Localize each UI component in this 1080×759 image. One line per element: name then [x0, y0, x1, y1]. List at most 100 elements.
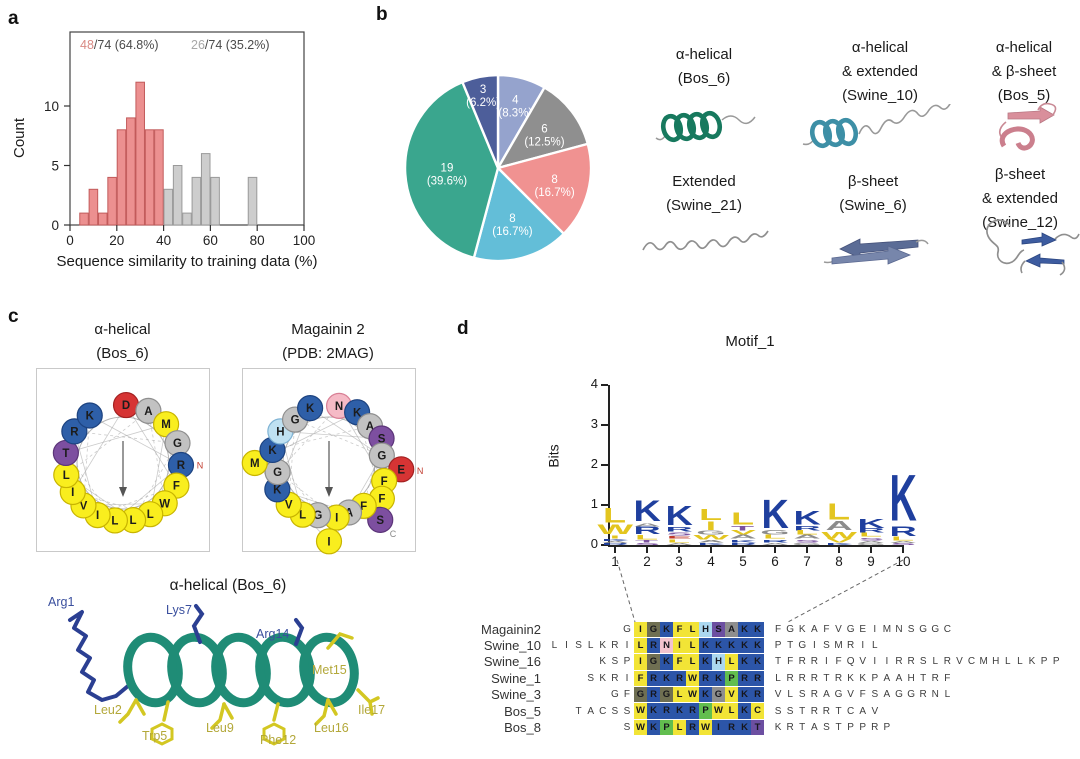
alignment-row: Bos_8 S W K P L R W I R K T K R T A S T P P R P [455, 719, 1075, 736]
phe12-ring [262, 722, 286, 746]
logo-y-tick-label: 3 [590, 416, 598, 431]
logo-letter-glyph: S [890, 542, 916, 546]
alignment-residue: G [919, 623, 928, 635]
structure-title-swine6: β-sheet (Swine_6) [839, 173, 907, 214]
logo-letter: S [856, 537, 886, 541]
alignment-residue: R [810, 689, 818, 701]
x-tick-label: 20 [109, 233, 124, 248]
logo-letter-glyph: L [827, 499, 851, 525]
structure-title-swine10: α-helical & extended (Swine_10) [842, 39, 918, 104]
alignment-residue: S [575, 640, 582, 652]
pie-slice [496, 86, 589, 170]
alignment-cell: K [751, 654, 764, 670]
logo-letter-glyph: L [635, 534, 659, 542]
wheel-residue-letter: G [313, 510, 322, 522]
alignment-residue: S [907, 623, 915, 635]
alignment-cell: K [647, 719, 660, 736]
leu16-branch [326, 698, 338, 716]
logo-y-tick-label: 0 [590, 536, 598, 551]
logo-y-tick [601, 504, 608, 506]
logo-x-tick [678, 546, 680, 553]
alignment-residue: T [835, 705, 842, 717]
histogram-bar [191, 176, 202, 226]
alignment-residue: A [810, 722, 818, 734]
x-tick-label: 80 [250, 233, 265, 248]
alignment-residue: L [872, 640, 878, 652]
logo-letter: L [792, 530, 822, 536]
alignment-cell: R [751, 687, 764, 703]
alignment-cell: R [738, 670, 751, 687]
pie-slice [461, 73, 500, 170]
logo-letter: L [600, 504, 630, 525]
wheel-residue-letter: G [173, 438, 182, 450]
alignment-residue: V [835, 623, 842, 635]
alignment-cell: F [673, 654, 686, 670]
alignment-cell: R [725, 719, 738, 736]
wheel-residue-letter: K [353, 407, 362, 419]
arrowhead [325, 487, 333, 497]
logo-letter-glyph: K [793, 507, 821, 529]
alignment-residue: R [846, 640, 855, 652]
alignment-residue: T [787, 640, 794, 652]
histogram-bar [210, 176, 220, 226]
similarity-histogram: 0 20 40 60 80 100 0 5 10 Sequence similarity to t… [11, 31, 318, 270]
alignment-residue: A [587, 705, 594, 717]
logo-letter: R [600, 542, 630, 546]
alignment-residue: M [882, 623, 892, 635]
wheel-residue-letter: H [276, 426, 284, 438]
logo-letter-glyph: K [633, 494, 661, 528]
alignment-cell: R [660, 703, 673, 719]
histogram-bar [182, 212, 192, 226]
alignment-residue: G [931, 623, 940, 635]
alignment-residue: T [920, 672, 927, 684]
alignment-cell: H [712, 654, 725, 670]
logo-letter-glyph: R [601, 542, 629, 546]
logo-x-tick-label: 8 [835, 554, 843, 569]
logo-letter-glyph: K [697, 542, 725, 546]
logo-y-tick-label: 2 [590, 456, 598, 471]
logo-letter: K [632, 494, 662, 528]
alignment-cell: W [634, 703, 647, 719]
histogram-bar [172, 165, 183, 226]
alignment-cell: R [686, 719, 699, 736]
histogram-bar [154, 129, 164, 226]
alignment-cell: R [673, 670, 686, 687]
residue-label-met15: Met15 [312, 663, 347, 677]
alignment-cell: P [660, 719, 673, 736]
alignment-residue: G [895, 689, 903, 701]
alignment-residue: P [847, 722, 854, 734]
alignment-cell: K [699, 654, 712, 670]
alignment-residue: K [798, 623, 806, 635]
wheel-residue-letter: K [86, 410, 95, 422]
alignment-residue: K [599, 672, 607, 684]
structure3d-title: α-helical (Bos_6) [170, 577, 287, 594]
alignment-residue: T [823, 672, 830, 684]
histogram-bar [116, 129, 127, 226]
wheel-residue-letter: I [335, 513, 338, 525]
alignment-residue: I [565, 640, 568, 652]
logo-letter-glyph: A [601, 540, 629, 544]
logo-letter-glyph: A [793, 534, 821, 541]
sheet-extended-structure-image [986, 219, 1080, 276]
alignment-cell: G [712, 687, 725, 703]
alignment-row-name: Magainin2 [481, 621, 541, 637]
logo-x-tick [902, 546, 904, 553]
alignment-residue: A [823, 689, 830, 701]
x-axis-label: Sequence similarity to training data (%) [57, 253, 318, 270]
sheet-blue-structure-image [823, 238, 929, 265]
histogram-bar [135, 81, 145, 226]
motif-title: Motif_1 [725, 333, 775, 350]
logo-letter-glyph: G [760, 529, 790, 537]
alignment-residue: C [846, 705, 855, 717]
logo-letter-glyph: E [666, 535, 692, 540]
alignment-residue: S [823, 722, 830, 734]
